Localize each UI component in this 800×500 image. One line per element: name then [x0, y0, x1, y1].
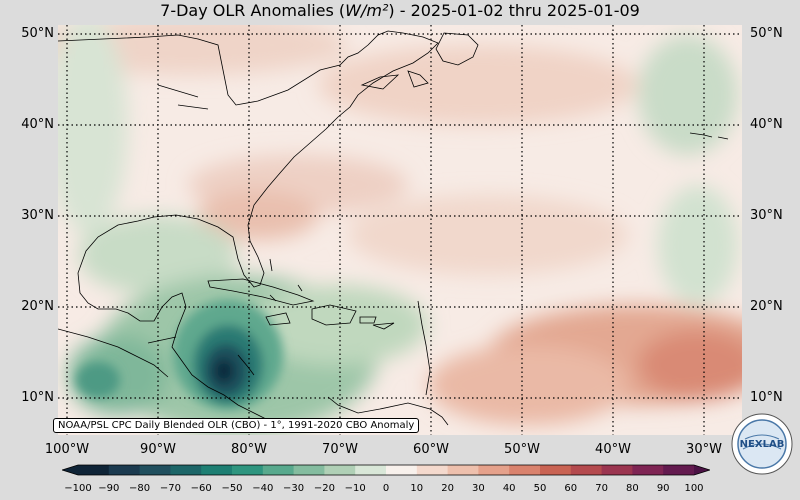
lon-label: 30°W: [686, 442, 722, 457]
colorbar-tick-label: 80: [626, 483, 639, 494]
colorbar-tick-label: −80: [129, 483, 151, 494]
lat-label-left: 50°N: [21, 26, 54, 41]
colorbar-bin: [232, 465, 264, 475]
colorbar-tick-label: 20: [441, 483, 454, 494]
lat-label-left: 20°N: [21, 299, 54, 314]
lat-label-right: 20°N: [750, 299, 783, 314]
data-source-credit: NOAA/PSL CPC Daily Blended OLR (CBO) - 1…: [53, 418, 420, 433]
lat-label-left: 10°N: [21, 390, 54, 405]
colorbar-bin: [355, 465, 387, 475]
colorbar-tick-label: −30: [283, 483, 305, 494]
colorbar-tick-label: 60: [564, 483, 578, 494]
colorbar-bin: [386, 465, 418, 475]
lat-label-right: 40°N: [750, 117, 783, 132]
colorbar-bin: [447, 465, 479, 475]
colorbar-tick-label: −70: [159, 483, 181, 494]
colorbar-tick-label: −10: [344, 483, 366, 494]
colorbar-tick-label: 70: [595, 483, 608, 494]
colorbar-bin: [139, 465, 171, 475]
logo-text: NEXLAB: [740, 439, 785, 450]
lon-label: 100°W: [44, 442, 90, 457]
colorbar-min-arrow: [62, 465, 78, 475]
negative-anomaly-core: [76, 300, 283, 410]
lon-label: 50°W: [504, 442, 540, 457]
colorbar-bin: [324, 465, 356, 475]
lat-label-left: 30°N: [21, 208, 54, 223]
colorbar-bin: [601, 465, 633, 475]
lat-label-right: 10°N: [750, 390, 783, 405]
colorbar-outline: [62, 464, 710, 476]
colorbar-bin: [632, 465, 664, 475]
colorbar-tick-label: 50: [533, 483, 547, 494]
olr-anomaly-field: [58, 25, 742, 435]
colorbar-bin: [509, 465, 541, 475]
lat-label-right: 30°N: [750, 208, 783, 223]
colorbar-max-arrow: [694, 465, 710, 475]
colorbar-tick-label: 10: [410, 483, 424, 494]
colorbar-bin: [78, 465, 110, 475]
colorbar-tick-label: 30: [472, 483, 485, 494]
nexlab-logo: NEXLAB: [731, 413, 793, 475]
colorbar-bin: [201, 465, 233, 475]
colorbar-bin: [478, 465, 510, 475]
colorbar-tick-label: 100: [684, 483, 704, 494]
colorbar: [62, 464, 710, 476]
colorbar-tick-label: −50: [221, 483, 243, 494]
lat-label-right: 50°N: [750, 26, 783, 41]
colorbar-bin: [663, 465, 695, 475]
colorbar-tick-label: −100: [64, 483, 92, 494]
lat-label-left: 40°N: [21, 117, 54, 132]
lon-label: 70°W: [322, 442, 358, 457]
colorbar-tick-label: −20: [313, 483, 335, 494]
lon-label: 40°W: [595, 442, 631, 457]
coastlines: [58, 30, 729, 428]
colorbar-tick-label: −60: [190, 483, 212, 494]
colorbar-tick-label: −40: [252, 483, 274, 494]
graticule: [58, 25, 742, 435]
lon-label: 90°W: [140, 442, 176, 457]
colorbar-bin: [262, 465, 295, 475]
colorbar-bin: [108, 465, 141, 475]
colorbar-tick-label: 0: [382, 483, 390, 494]
lon-label: 80°W: [231, 442, 267, 457]
colorbar-bin: [293, 465, 325, 475]
lon-label: 60°W: [413, 442, 449, 457]
colorbar-bin: [540, 465, 572, 475]
map-title: 7-Day OLR Anomalies (W/m²) - 2025-01-02 …: [160, 1, 640, 20]
colorbar-tick-label: −90: [98, 483, 120, 494]
colorbar-bin: [570, 465, 603, 475]
colorbar-bin: [416, 465, 449, 475]
map-area: [58, 25, 742, 435]
colorbar-tick-label: 90: [656, 483, 670, 494]
colorbar-tick-label: 40: [502, 483, 516, 494]
colorbar-bin: [170, 465, 202, 475]
